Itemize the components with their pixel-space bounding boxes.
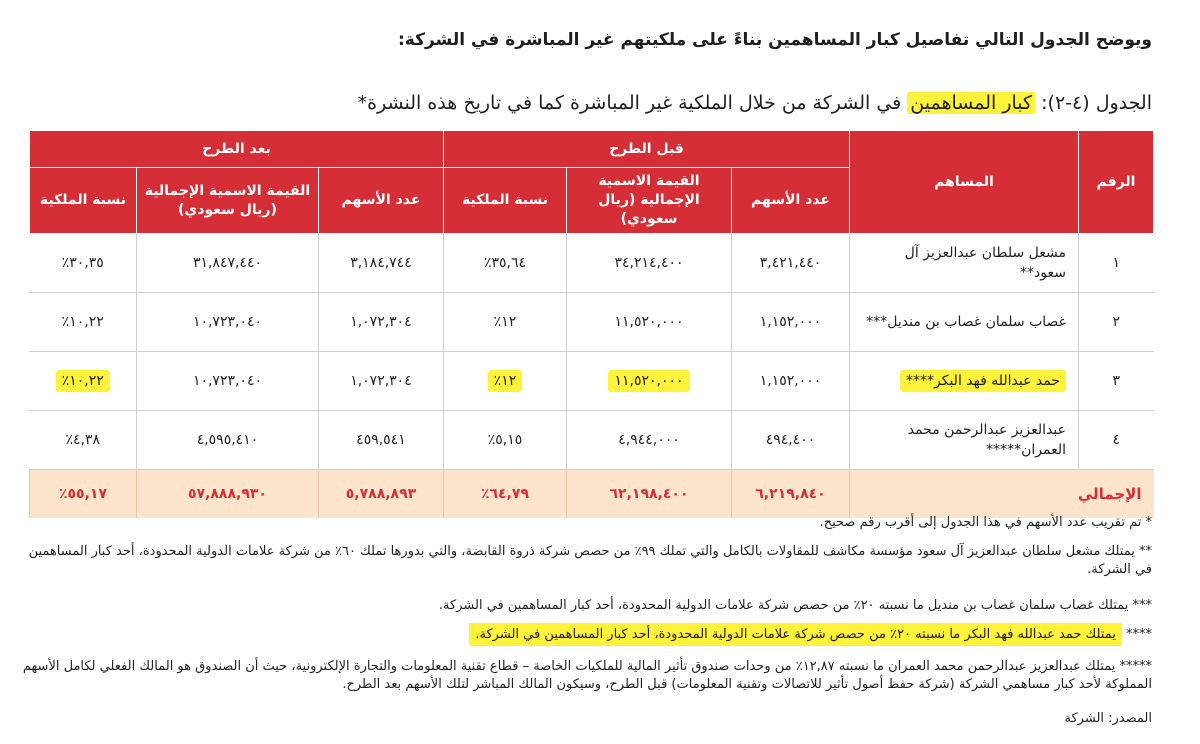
pre-nominal-value: ٣٤,٢١٤,٤٠٠: [566, 233, 732, 293]
header-pre-ownership: نسبة الملكية: [442, 167, 568, 234]
pre-ownership: ٥,١٥٪: [442, 410, 567, 470]
footnote-4: **** يمتلك حمد عبدالله فهد البكر ما نسبت…: [469, 623, 1152, 646]
post-shares: ١,٠٧٢,٣٠٤: [317, 292, 444, 352]
caption-label: الجدول (٤-٢):: [1041, 92, 1152, 114]
shareholder-name: مشعل سلطان عبدالعزيز آل سعود**: [849, 233, 1079, 293]
post-ownership: ١٠,٢٢٪: [29, 292, 137, 352]
table-row: ٤ عبدالعزيز عبدالرحمن محمد العمران***** …: [29, 410, 1154, 470]
pre-shares: ١,١٥٢,٠٠٠: [731, 292, 850, 352]
total-label: الإجمالي: [849, 469, 1154, 518]
post-shares: ٤٥٩,٥٤١: [317, 410, 444, 470]
shareholder-name: غصاب سلمان غصاب بن منديل***: [849, 292, 1079, 352]
header-pre-nominal: القيمة الاسمية الإجمالية (ريال سعودي): [566, 167, 732, 234]
footnote-5: ***** يمتلك عبدالعزيز عبدالرحمن محمد الع…: [22, 659, 1152, 692]
header-number: الرقم: [1078, 130, 1154, 234]
post-shares: ١,٠٧٢,٣٠٤: [317, 351, 444, 411]
footnote-1: * تم تقريب عدد الأسهم في هذا الجدول إلى …: [819, 515, 1152, 530]
pre-nominal-value: ١١,٥٢٠,٠٠٠: [566, 292, 732, 352]
highlighted-value: ١١,٥٢٠,٠٠٠: [608, 370, 690, 392]
footnote-2: ** يمتلك مشعل سلطان عبدالعزيز آل سعود مؤ…: [28, 544, 1152, 577]
post-nominal-value: ٣١,٨٤٧,٤٤٠: [135, 233, 319, 293]
highlighted-value: ١٠,٢٢٪: [55, 370, 110, 392]
post-nominal-value: ١٠,٧٢٣,٠٤٠: [135, 292, 319, 352]
header-shareholder: المساهم: [849, 130, 1079, 234]
row-number: ٣: [1078, 351, 1154, 411]
total-post-ownership: ٥٥,١٧٪: [28, 469, 137, 518]
post-nominal-value: ٤,٥٩٥,٤١٠: [135, 410, 319, 470]
footnote-3: *** يمتلك غصاب سلمان غصاب بن منديل ما نس…: [438, 598, 1152, 613]
pre-ownership: ١٢٪: [442, 351, 567, 411]
total-post-shares: ٥,٧٨٨,٨٩٣: [317, 469, 444, 518]
highlighted-name: حمد عبدالله فهد البكر****: [900, 370, 1066, 392]
pre-ownership: ١٢٪: [442, 292, 567, 352]
table-caption: الجدول (٤-٢): كبار المساهمين في الشركة م…: [32, 92, 1152, 114]
shareholder-name: عبدالعزيز عبدالرحمن محمد العمران*****: [849, 410, 1079, 470]
footnote-4-stars: ****: [1126, 627, 1152, 642]
pre-shares: ٤٩٤,٤٠٠: [731, 410, 850, 470]
post-nominal-value: ١٠,٧٢٣,٠٤٠: [135, 351, 319, 411]
pre-shares: ٣,٤٢١,٤٤٠: [731, 233, 850, 293]
table-row: ٢ غصاب سلمان غصاب بن منديل*** ١,١٥٢,٠٠٠ …: [29, 292, 1154, 352]
total-post-nominal: ٥٧,٨٨٨,٩٣٠: [135, 469, 319, 518]
caption-highlight: كبار المساهمين: [907, 92, 1036, 114]
header-post-ownership: نسبة الملكية: [28, 167, 137, 234]
row-number: ٤: [1078, 410, 1154, 470]
post-ownership: ٣٠,٣٥٪: [29, 233, 137, 293]
table-row: ٣ حمد عبدالله فهد البكر**** ١,١٥٢,٠٠٠ ١١…: [29, 351, 1154, 411]
caption-rest: في الشركة من خلال الملكية غير المباشرة ك…: [357, 92, 902, 114]
header-post-nominal: القيمة الاسمية الإجمالية (ريال سعودي): [135, 167, 319, 234]
row-number: ٢: [1078, 292, 1154, 352]
shareholders-table: الرقم المساهم قبل الطرح بعد الطرح عدد ال…: [28, 130, 1154, 518]
total-pre-ownership: ٦٤,٧٩٪: [442, 469, 567, 518]
header-pre-shares: عدد الأسهم: [731, 167, 850, 234]
total-row: الإجمالي ٦,٢١٩,٨٤٠ ٦٢,١٩٨,٤٠٠ ٦٤,٧٩٪ ٥,٧…: [28, 469, 1154, 518]
highlighted-value: ١٢٪: [487, 370, 523, 392]
header-post-shares: عدد الأسهم: [317, 167, 444, 234]
header-after-offering: بعد الطرح: [28, 130, 444, 168]
table-row: ١ مشعل سلطان عبدالعزيز آل سعود** ٣,٤٢١,٤…: [29, 233, 1154, 293]
total-pre-nominal: ٦٢,١٩٨,٤٠٠: [566, 469, 732, 518]
post-shares: ٣,١٨٤,٧٤٤: [317, 233, 444, 293]
pre-shares: ١,١٥٢,٠٠٠: [731, 351, 850, 411]
pre-nominal-value: ٤,٩٤٤,٠٠٠: [566, 410, 732, 470]
source-note: المصدر: الشركة: [1064, 711, 1152, 726]
footnote-4-highlighted: يمتلك حمد عبدالله فهد البكر ما نسبته ٢٠٪…: [469, 623, 1122, 646]
intro-text: ويوضح الجدول التالي تفاصيل كبار المساهمي…: [397, 30, 1152, 50]
post-ownership: ١٠,٢٢٪: [29, 351, 137, 411]
pre-ownership: ٣٥,٦٤٪: [442, 233, 567, 293]
header-before-offering: قبل الطرح: [442, 130, 851, 168]
pre-nominal-value: ١١,٥٢٠,٠٠٠: [566, 351, 732, 411]
post-ownership: ٤,٣٨٪: [29, 410, 137, 470]
shareholder-name: حمد عبدالله فهد البكر****: [849, 351, 1079, 411]
total-pre-shares: ٦,٢١٩,٨٤٠: [731, 469, 850, 518]
row-number: ١: [1078, 233, 1154, 293]
